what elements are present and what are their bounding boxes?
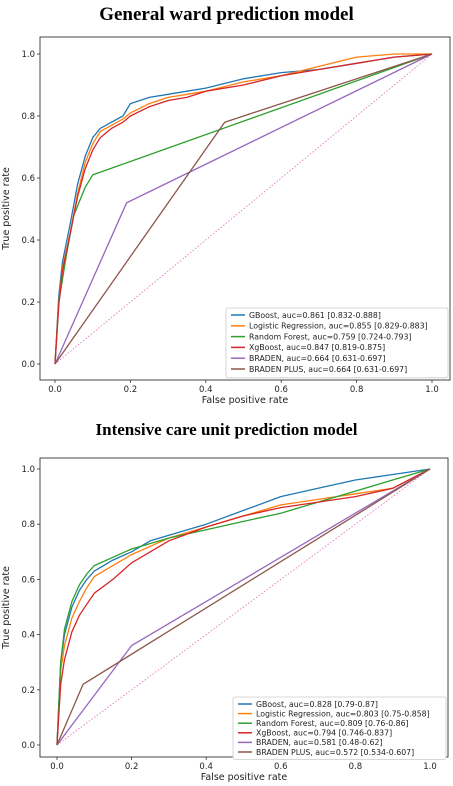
y-tick-label: 0.8	[21, 112, 35, 122]
plot-frame	[39, 36, 451, 381]
roc-curve-series-3	[54, 53, 433, 365]
legend-box	[232, 696, 447, 760]
y-tick-label: 0.0	[21, 360, 35, 370]
x-tick-label: 0.0	[48, 385, 62, 395]
x-axis-label: False positive rate	[202, 395, 289, 406]
chance-diagonal	[56, 468, 431, 746]
x-tick-label: 0.2	[125, 762, 139, 772]
y-tick-label: 0.2	[21, 686, 35, 696]
legend-entry: Random Forest, auc=0.759 [0.724-0.793]	[249, 332, 412, 341]
x-axis-label: False positive rate	[201, 772, 288, 783]
legend-entry: BRADEN PLUS, auc=0.664 [0.631-0.697]	[249, 365, 407, 374]
y-axis-label: True positive rate	[1, 167, 12, 251]
roc-curve-series-4	[54, 53, 433, 365]
x-tick-label: 0.0	[50, 762, 64, 772]
x-axis-ticks: 0.0 0.2 0.4 0.6 0.8 1.0	[48, 380, 439, 395]
y-tick-label: 0.4	[21, 236, 35, 246]
y-tick-label: 0.2	[21, 298, 35, 308]
legend-entry: Logistic Regression, auc=0.803 [0.75-0.8…	[256, 709, 430, 718]
legend-box	[225, 307, 449, 379]
roc-curve-series-4	[56, 468, 431, 746]
y-axis-label: True positive rate	[1, 566, 12, 650]
y-axis-ticks: 0.0 0.2 0.4 0.6 0.8 1.0	[21, 465, 40, 751]
x-tick-label: 0.2	[124, 385, 138, 395]
legend: GBoost, auc=0.861 [0.832-0.888] Logistic …	[225, 307, 449, 379]
x-tick-label: 1.0	[425, 385, 439, 395]
legend-entry: XgBoost, auc=0.794 [0.746-0.837]	[256, 729, 392, 738]
y-tick-label: 1.0	[21, 50, 35, 60]
roc-curve-series-3	[56, 468, 431, 746]
legend-entry: GBoost, auc=0.828 [0.79-0.87]	[256, 700, 378, 709]
x-tick-label: 0.6	[274, 385, 288, 395]
y-axis-ticks: 0.0 0.2 0.4 0.6 0.8 1.0	[21, 50, 40, 370]
x-tick-label: 0.6	[274, 762, 288, 772]
legend-entry: XgBoost, auc=0.847 [0.819-0.875]	[249, 343, 385, 352]
y-tick-label: 0.8	[21, 520, 35, 530]
y-tick-label: 1.0	[21, 465, 35, 475]
y-tick-label: 0.6	[21, 575, 35, 585]
roc-curve-series-5	[56, 468, 431, 746]
chart-title-icu: Intensive care unit prediction model	[95, 420, 358, 439]
y-tick-label: 0.0	[21, 741, 35, 751]
roc-curve-series-2	[56, 468, 431, 746]
x-tick-label: 0.4	[199, 762, 213, 772]
y-tick-label: 0.4	[21, 631, 35, 641]
legend: GBoost, auc=0.828 [0.79-0.87]Logistic Re…	[232, 696, 447, 760]
chance-diagonal	[54, 53, 433, 365]
x-tick-label: 0.8	[350, 385, 364, 395]
legend-entry: Random Forest, auc=0.809 [0.76-0.86]	[256, 719, 409, 728]
legend-entry: BRADEN, auc=0.664 [0.631-0.697]	[249, 354, 385, 363]
chart-title-general-ward: General ward prediction model	[99, 4, 354, 25]
legend-entry: Logistic Regression, auc=0.855 [0.829-0.…	[249, 322, 428, 331]
x-tick-label: 0.4	[199, 385, 213, 395]
legend-entry: BRADEN, auc=0.581 [0.48-0.62]	[256, 738, 382, 747]
y-tick-label: 0.6	[21, 174, 35, 184]
roc-curve-series-5	[54, 53, 433, 365]
legend-entry: GBoost, auc=0.861 [0.832-0.888]	[249, 311, 381, 320]
roc-curve-series-1	[56, 468, 431, 746]
x-tick-label: 1.0	[423, 762, 437, 772]
legend-entry: BRADEN PLUS, auc=0.572 [0.534-0.607]	[256, 748, 414, 757]
roc-chart-general-ward: 0.0 0.2 0.4 0.6 0.8 1.0 0.0 0.2 0.4 0.6 0.8 1.0 Fals…	[1, 36, 451, 406]
x-tick-label: 0.8	[349, 762, 363, 772]
roc-curve-series-0	[54, 53, 433, 365]
